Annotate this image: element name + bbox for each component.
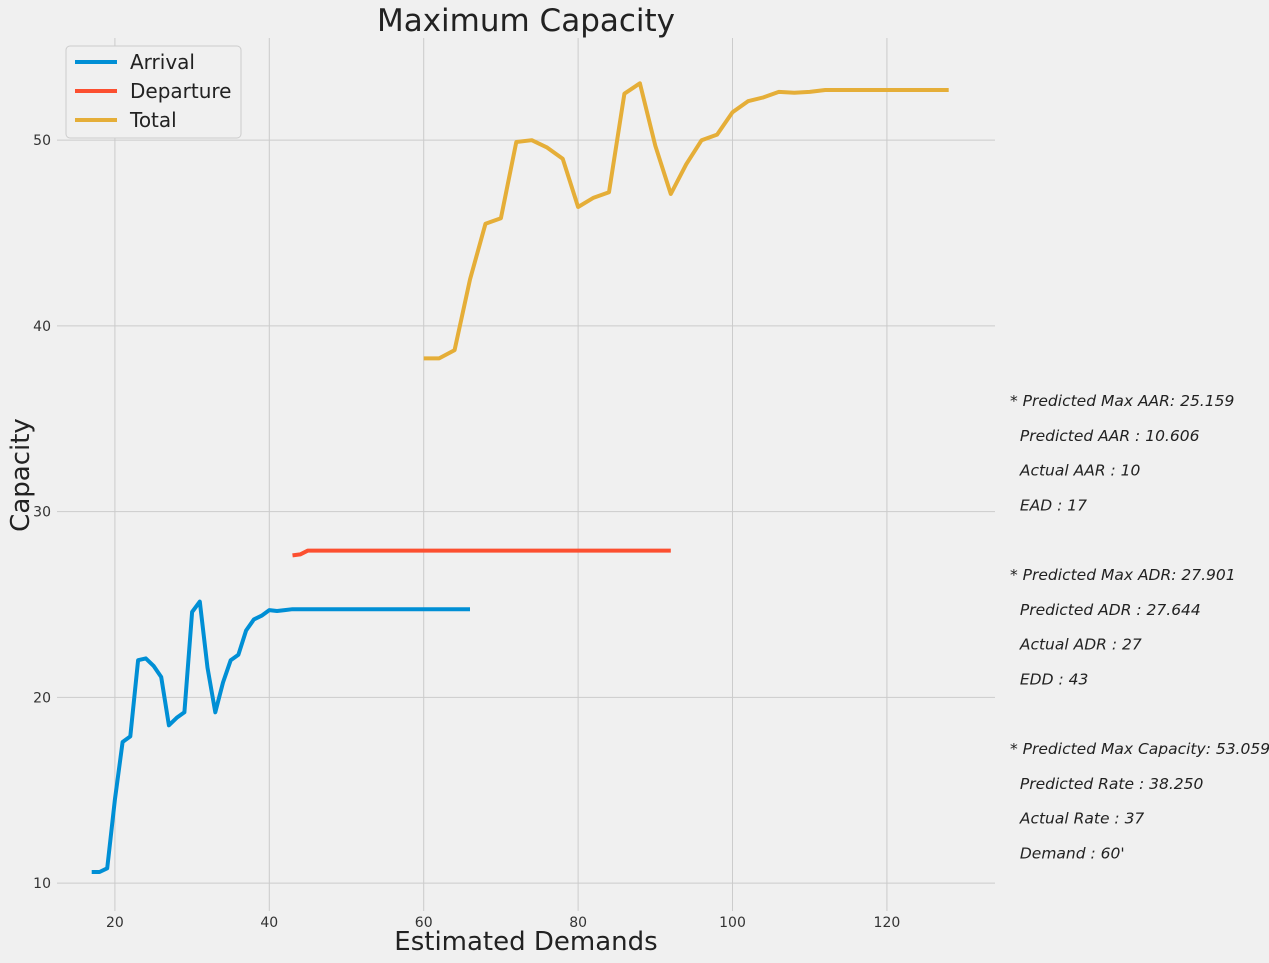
series-line-total	[423, 81, 949, 361]
x-tick-labels: 20 40 60 80 100 120	[106, 915, 900, 931]
legend-label-departure: Departure	[130, 79, 231, 103]
y-tick-label: 20	[33, 690, 51, 706]
series-line-departure	[292, 548, 671, 558]
annotation-line: * Predicted Max ADR: 27.901	[1010, 566, 1236, 584]
series-line-arrival	[91, 599, 470, 874]
annotation-line: Predicted AAR : 10.606	[1010, 427, 1200, 445]
legend-box	[65, 45, 242, 139]
annotation-line: EAD : 17	[1010, 496, 1087, 514]
x-tick-label: 120	[874, 915, 901, 931]
y-tick-label: 30	[33, 505, 51, 521]
series-lines	[91, 81, 949, 874]
annotation-line: Actual Rate : 37	[1010, 810, 1144, 828]
legend-label-arrival: Arrival	[130, 50, 195, 74]
x-tick-label: 100	[719, 915, 746, 931]
annotation-line: * Predicted Max AAR: 25.159	[1010, 392, 1234, 410]
annotation-block: * Predicted Max AAR: 25.159 Predicted AA…	[1010, 392, 1269, 862]
y-tick-label: 50	[33, 133, 51, 149]
annotation-line: Predicted ADR : 27.644	[1010, 601, 1201, 619]
y-tick-label: 40	[33, 319, 51, 335]
y-tick-labels: 10 20 30 40 50	[33, 133, 51, 892]
chart-title: Maximum Capacity	[377, 3, 675, 39]
annotation-line: * Predicted Max Capacity: 53.059	[1010, 740, 1269, 758]
x-tick-label: 20	[106, 915, 124, 931]
annotation-line: Demand : 60'	[1010, 844, 1125, 862]
x-tick-label: 80	[569, 915, 587, 931]
annotation-line: Actual ADR : 27	[1010, 636, 1142, 654]
legend: Arrival Departure Total	[65, 45, 242, 139]
annotation-line: Predicted Rate : 38.250	[1010, 775, 1203, 793]
legend-label-total: Total	[129, 108, 177, 132]
y-axis-label: Capacity	[6, 418, 36, 532]
x-tick-label: 60	[415, 915, 433, 931]
grid-lines	[57, 38, 995, 911]
annotation-line: Actual AAR : 10	[1010, 462, 1141, 480]
plot-area	[57, 38, 995, 911]
x-tick-label: 40	[260, 915, 278, 931]
annotation-line: EDD : 43	[1010, 670, 1088, 688]
x-axis-label: Estimated Demands	[394, 927, 657, 957]
y-tick-label: 10	[33, 876, 51, 892]
